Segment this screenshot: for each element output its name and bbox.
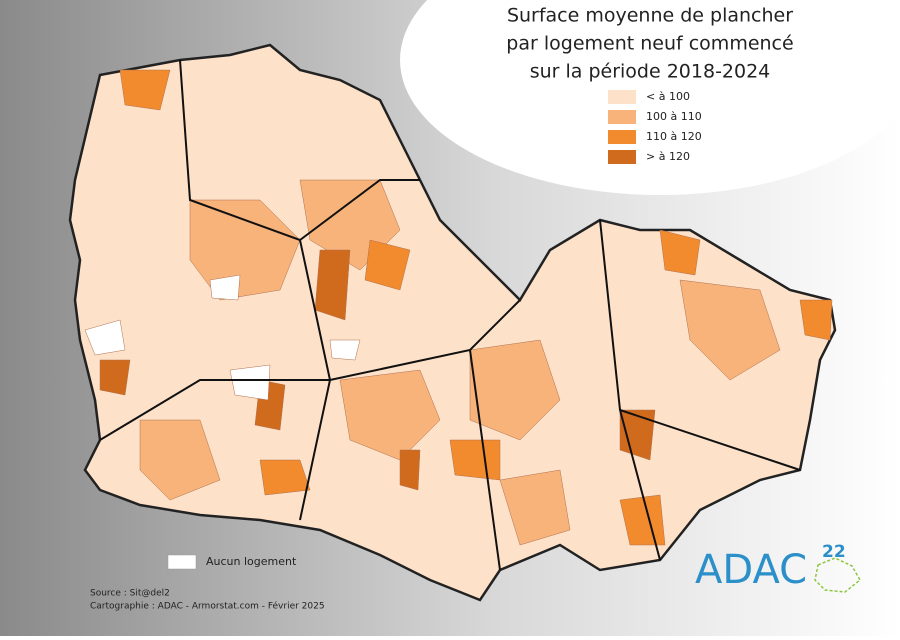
logo-shape [814, 557, 861, 593]
credits: Cartographie : ADAC - Armorstat.com - Fé… [90, 601, 325, 612]
logo-text: ADAC [695, 547, 807, 593]
legend-label: 110 à 120 [646, 130, 702, 143]
legend-swatch [608, 110, 636, 124]
title-line: par logement neuf commencé [506, 33, 793, 55]
logo-number: 22 [822, 542, 846, 562]
legend-label: > à 120 [646, 150, 690, 163]
no-data-commune [84, 319, 126, 356]
commune-group [314, 249, 351, 321]
commune-group [139, 419, 221, 501]
legend-swatch [608, 150, 636, 164]
commune-group [99, 359, 131, 396]
commune-group [339, 369, 441, 461]
commune-group [399, 449, 421, 491]
commune-group [469, 339, 561, 441]
commune-group [619, 409, 656, 461]
commune-group [499, 469, 571, 546]
title-line: Surface moyenne de plancher [507, 5, 793, 27]
title-line: sur la période 2018-2024 [530, 61, 771, 83]
commune-group [364, 239, 411, 291]
no-data-commune [229, 364, 271, 401]
no-data-swatch [167, 554, 197, 570]
no-data-label: Aucun logement [206, 555, 297, 568]
title-panel [400, 0, 900, 195]
legend-label: 100 à 110 [646, 110, 702, 123]
source: Source : Sit@del2 [90, 589, 170, 599]
no-data-commune [209, 274, 241, 301]
commune-group [189, 199, 301, 301]
legend-swatch [608, 130, 636, 144]
legend: < à 100 100 à 110 110 à 120 > à 120 [608, 90, 702, 164]
commune-group [449, 439, 501, 481]
commune-group [679, 279, 781, 381]
legend-label: < à 100 [646, 90, 690, 103]
intercommunal-boundary [99, 59, 801, 571]
commune-group [259, 459, 311, 496]
commune-group [799, 299, 833, 341]
legend-swatch [608, 90, 636, 104]
commune-group [659, 229, 701, 276]
department-map [68, 43, 837, 602]
commune-group [619, 494, 666, 546]
no-data-commune [329, 339, 361, 361]
commune-group [119, 69, 171, 111]
